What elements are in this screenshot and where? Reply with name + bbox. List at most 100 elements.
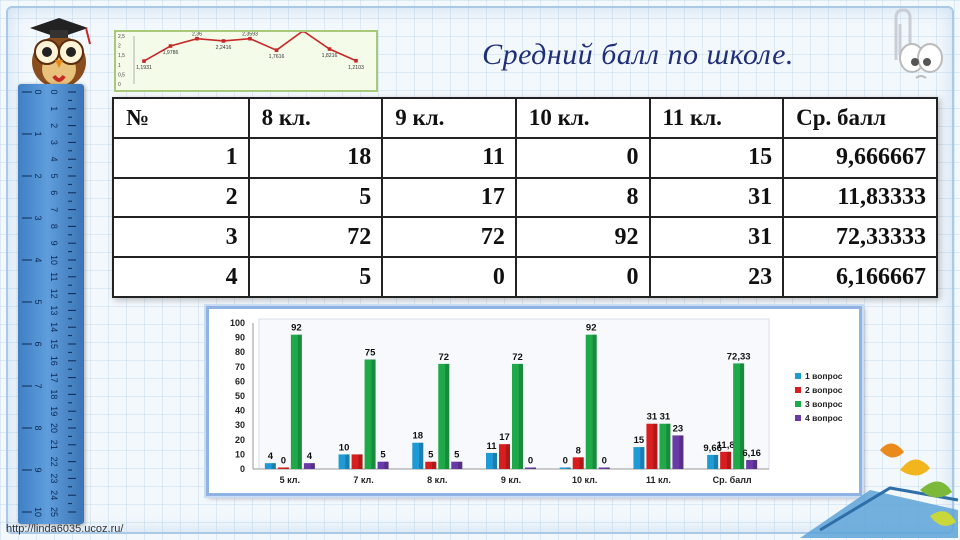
table-row: 3 72 72 92 31 72,33333	[112, 216, 938, 259]
mini-line-chart: 2,5 2 1,5 1 0,5 0 1,1931 1,9786 2,36 2,2416 2,3593…	[114, 24, 378, 92]
table-cell: 92	[514, 216, 651, 259]
bar-shade	[579, 457, 584, 469]
bar-shade	[297, 334, 302, 469]
owl-icon	[30, 18, 91, 88]
x-tick-label: Ср. балл	[713, 475, 752, 485]
table-cell: 15	[648, 136, 785, 179]
data-label: 23	[673, 423, 684, 434]
ruler-number: 12	[49, 289, 59, 299]
ruler-number: 9	[33, 467, 43, 472]
table-cell: 2	[112, 176, 250, 219]
data-label: 72,33	[727, 351, 751, 362]
header-grade-11: 11 кл.	[648, 97, 785, 139]
header-grade-9: 9 кл.	[381, 97, 517, 139]
y-tick-label: 70	[235, 362, 245, 372]
ruler-number: 1	[49, 106, 59, 111]
y-tick-label: 100	[230, 318, 245, 328]
bar	[290, 334, 302, 469]
data-label: 92	[586, 323, 597, 334]
x-tick-label: 11 кл.	[646, 475, 671, 485]
ruler-number: 16	[49, 356, 59, 366]
bar	[525, 467, 536, 469]
table-cell: 31	[648, 176, 785, 219]
data-label: 5	[380, 450, 386, 461]
table-cell: 6,166667	[782, 256, 938, 298]
bar	[733, 363, 745, 469]
table-row: 2 5 17 8 31 11,83333	[112, 176, 938, 219]
data-label: 72	[438, 352, 449, 363]
bar	[303, 463, 315, 469]
x-tick-label: 5 кл.	[280, 475, 300, 485]
bar-shade	[666, 423, 671, 469]
table-cell: 0	[514, 256, 651, 298]
header-grade-10: 10 кл.	[514, 97, 651, 139]
legend-swatch	[795, 373, 801, 379]
legend-label: 4 вопрос	[805, 413, 843, 423]
table-cell: 8	[514, 176, 651, 219]
ruler-number: 24	[49, 490, 59, 500]
mini-data-label: 1,7616	[269, 54, 285, 60]
ruler-number: 14	[49, 322, 59, 332]
bar-shade	[531, 467, 536, 469]
table-cell: 11,83333	[782, 176, 938, 219]
table-header-row: № 8 кл. 9 кл. 10 кл. 11 кл. Ср. балл	[112, 97, 938, 139]
table-cell: 4	[112, 256, 250, 298]
bar	[364, 359, 376, 469]
bar	[572, 457, 584, 469]
table-cell: 3	[112, 216, 250, 259]
bar-shade	[358, 454, 363, 469]
data-label: 72	[512, 352, 523, 363]
mini-data-point	[274, 48, 279, 52]
slide-frame	[6, 6, 954, 534]
ruler: 0 1 2 3 4 5 6 7 8 9 10 11 12 13 14 15 16 17 18 19 20 21 22 23 24…	[18, 84, 84, 524]
bar-shade	[518, 363, 523, 469]
page-title: Средний балл по школе.	[482, 38, 794, 71]
bar-shade	[458, 461, 463, 469]
bar	[451, 461, 463, 469]
table-cell: 31	[648, 216, 785, 259]
x-tick-label: 9 кл.	[501, 475, 521, 485]
data-label: 5	[454, 450, 460, 461]
mini-data-point	[168, 44, 173, 48]
bar-shade	[419, 442, 424, 469]
bar-shade	[679, 435, 684, 469]
data-label: 11	[486, 441, 497, 452]
bar-shade	[505, 444, 510, 469]
mini-data-point	[301, 29, 305, 33]
legend-label: 2 вопрос	[805, 385, 843, 395]
data-label: 4	[307, 451, 313, 462]
bar	[277, 467, 289, 469]
bar-shade	[310, 463, 315, 469]
bar-shade	[739, 363, 745, 469]
ruler-number: 22	[49, 457, 59, 467]
mini-y-tick: 1,5	[118, 53, 125, 59]
mini-y-tick: 2	[118, 44, 121, 50]
mini-data-point	[142, 59, 146, 63]
data-label: 8	[576, 445, 581, 456]
footer-url: http://linda6035.ucoz.ru/	[6, 523, 124, 535]
ruler-number: 17	[49, 373, 59, 383]
bar	[438, 363, 450, 469]
bar-shade	[605, 467, 610, 469]
bar	[598, 467, 610, 469]
bar	[264, 463, 276, 469]
mini-data-point	[221, 39, 226, 43]
mini-data-point	[327, 47, 332, 51]
mini-data-label: 2,36	[192, 32, 202, 38]
data-label: 5	[428, 450, 434, 461]
bar-shade	[566, 467, 571, 469]
bar	[499, 444, 510, 469]
y-tick-label: 0	[240, 464, 245, 474]
bar	[633, 447, 645, 469]
header-average: Ср. балл	[782, 97, 938, 139]
data-label: 0	[602, 456, 607, 467]
mini-y-tick: 0	[118, 82, 121, 88]
header-number: №	[112, 97, 250, 139]
data-label: 11,8	[717, 440, 735, 451]
table-cell: 18	[247, 136, 384, 179]
mini-y-tick: 0,5	[118, 72, 125, 78]
bar-shade	[592, 334, 597, 469]
bar	[512, 363, 523, 469]
data-label: 17	[499, 432, 510, 443]
bar-shade	[752, 460, 758, 469]
